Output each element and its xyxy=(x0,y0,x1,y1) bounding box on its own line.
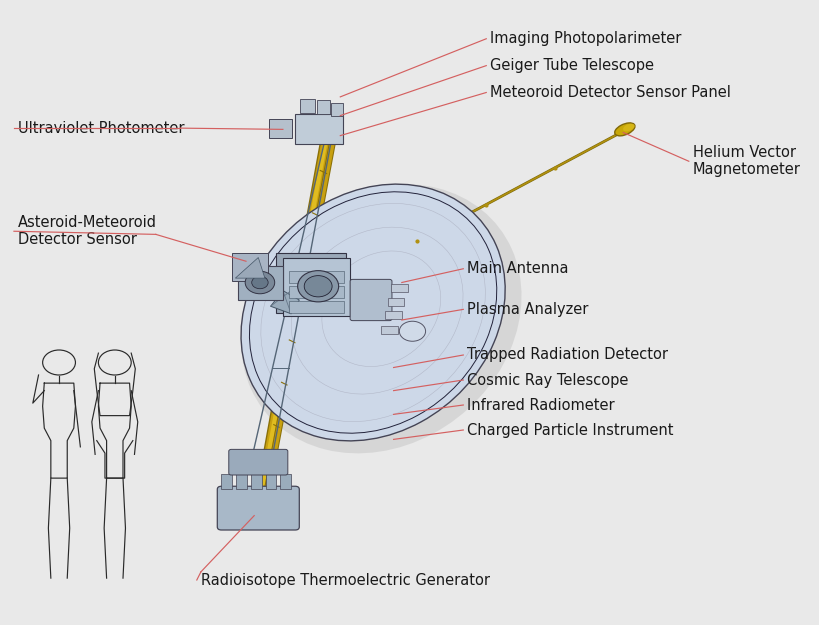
FancyBboxPatch shape xyxy=(385,311,401,319)
FancyBboxPatch shape xyxy=(269,119,292,138)
Circle shape xyxy=(245,271,274,294)
Text: Ultraviolet Photometer: Ultraviolet Photometer xyxy=(18,121,184,136)
Text: Main Antenna: Main Antenna xyxy=(467,261,568,276)
Text: Radioisotope Thermoelectric Generator: Radioisotope Thermoelectric Generator xyxy=(201,572,489,588)
Text: Meteoroid Detector Sensor Panel: Meteoroid Detector Sensor Panel xyxy=(490,85,731,100)
Text: Cosmic Ray Telescope: Cosmic Ray Telescope xyxy=(467,372,628,388)
FancyBboxPatch shape xyxy=(387,298,404,306)
Circle shape xyxy=(297,271,338,302)
FancyBboxPatch shape xyxy=(331,103,342,116)
FancyBboxPatch shape xyxy=(350,279,391,321)
FancyBboxPatch shape xyxy=(236,474,247,489)
Circle shape xyxy=(399,321,425,341)
Polygon shape xyxy=(270,291,299,314)
FancyBboxPatch shape xyxy=(316,100,329,114)
FancyBboxPatch shape xyxy=(391,284,407,292)
Polygon shape xyxy=(235,258,265,278)
FancyBboxPatch shape xyxy=(288,271,344,282)
FancyBboxPatch shape xyxy=(300,99,314,112)
FancyBboxPatch shape xyxy=(221,474,232,489)
Ellipse shape xyxy=(614,123,634,136)
FancyBboxPatch shape xyxy=(265,474,276,489)
FancyBboxPatch shape xyxy=(229,449,287,475)
FancyBboxPatch shape xyxy=(251,474,261,489)
Text: Imaging Photopolarimeter: Imaging Photopolarimeter xyxy=(490,31,681,46)
FancyBboxPatch shape xyxy=(217,486,299,530)
Circle shape xyxy=(304,276,332,297)
Circle shape xyxy=(251,276,268,289)
FancyBboxPatch shape xyxy=(232,253,268,281)
FancyBboxPatch shape xyxy=(280,474,291,489)
FancyBboxPatch shape xyxy=(288,286,344,298)
Text: Asteroid-Meteoroid
Detector Sensor: Asteroid-Meteoroid Detector Sensor xyxy=(18,215,157,248)
Text: Geiger Tube Telescope: Geiger Tube Telescope xyxy=(490,58,654,73)
FancyBboxPatch shape xyxy=(283,258,350,316)
FancyBboxPatch shape xyxy=(276,253,346,312)
Text: Trapped Radiation Detector: Trapped Radiation Detector xyxy=(467,348,667,362)
Text: Charged Particle Instrument: Charged Particle Instrument xyxy=(467,422,673,437)
FancyBboxPatch shape xyxy=(238,266,283,300)
Text: Helium Vector
Magnetometer: Helium Vector Magnetometer xyxy=(692,145,800,177)
Ellipse shape xyxy=(622,124,634,131)
FancyBboxPatch shape xyxy=(381,326,397,334)
Text: Plasma Analyzer: Plasma Analyzer xyxy=(467,302,588,317)
FancyBboxPatch shape xyxy=(295,114,342,144)
FancyBboxPatch shape xyxy=(288,301,344,312)
Ellipse shape xyxy=(241,184,521,453)
Ellipse shape xyxy=(241,184,505,441)
Text: Infrared Radiometer: Infrared Radiometer xyxy=(467,398,614,412)
